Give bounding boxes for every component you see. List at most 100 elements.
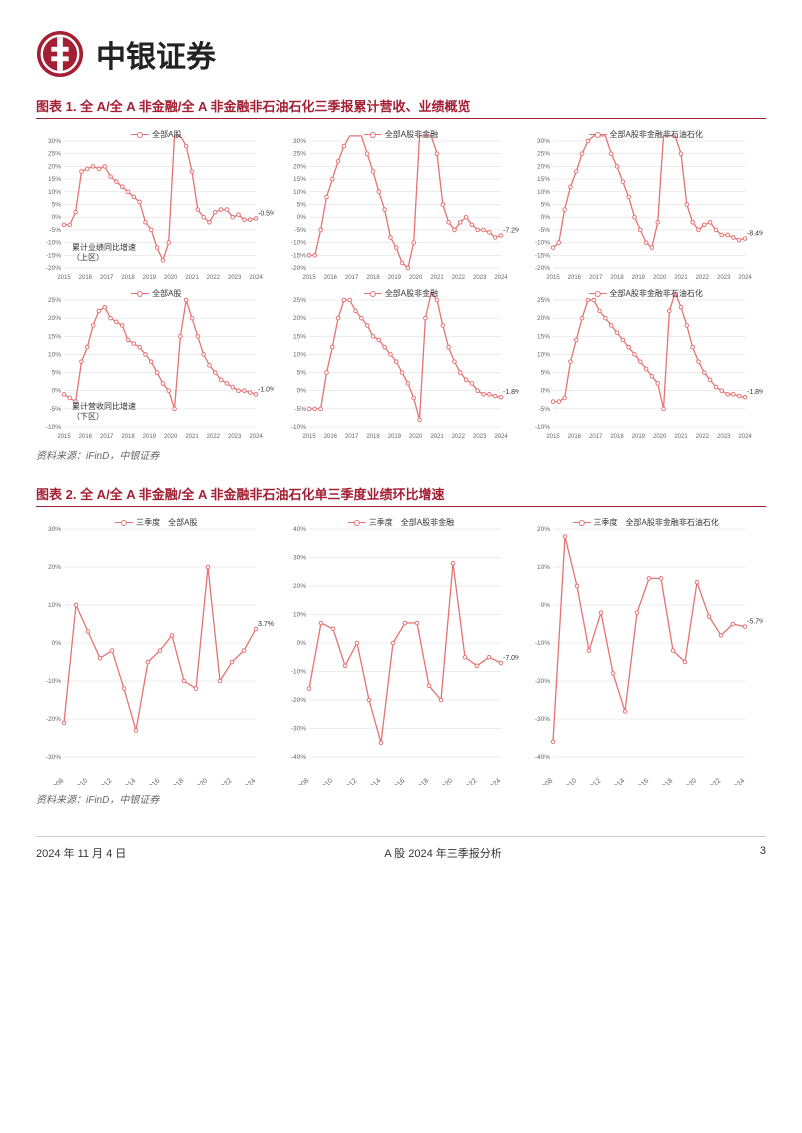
svg-text:2024: 2024 [739, 275, 753, 281]
svg-text:0%: 0% [296, 214, 306, 221]
svg-text:15%: 15% [537, 333, 550, 340]
svg-text:5%: 5% [296, 370, 306, 377]
chart-legend: 全部A股 [131, 288, 181, 299]
svg-text:20%: 20% [48, 163, 61, 170]
svg-text:2018: 2018 [659, 777, 675, 785]
svg-text:2018: 2018 [611, 434, 625, 440]
svg-text:5%: 5% [52, 370, 62, 377]
svg-text:-1.8%: -1.8% [747, 389, 763, 396]
svg-text:2016: 2016 [79, 434, 93, 440]
svg-text:2014: 2014 [366, 777, 382, 785]
svg-text:20%: 20% [48, 564, 61, 571]
svg-text:10%: 10% [48, 602, 61, 609]
svg-text:-1.0%: -1.0% [258, 386, 274, 393]
chart2-1: 三季度 全部A股非金融-40%-30%-20%-10%0%10%20%30%40… [281, 515, 522, 785]
svg-text:-20%: -20% [535, 678, 550, 685]
svg-text:0%: 0% [52, 640, 62, 647]
svg-text:2020: 2020 [653, 275, 667, 281]
svg-text:20%: 20% [48, 315, 61, 322]
svg-text:30%: 30% [293, 138, 306, 145]
chart2-2: 三季度 全部A股非金融非石油石化-40%-30%-20%-10%0%10%20%… [525, 515, 766, 785]
svg-text:2019: 2019 [632, 275, 646, 281]
svg-text:-15%: -15% [535, 252, 550, 259]
chart2-0: 三季度 全部A股-30%-20%-10%0%10%20%30%200820102… [36, 515, 277, 785]
svg-text:2016: 2016 [568, 275, 582, 281]
svg-text:2016: 2016 [79, 275, 93, 281]
svg-text:2024: 2024 [249, 275, 263, 281]
svg-text:5%: 5% [52, 202, 62, 209]
svg-text:0%: 0% [296, 640, 306, 647]
svg-text:2012: 2012 [97, 777, 113, 785]
svg-text:10%: 10% [293, 351, 306, 358]
svg-text:2020: 2020 [193, 777, 209, 785]
svg-text:0%: 0% [52, 214, 62, 221]
svg-text:2018: 2018 [169, 777, 185, 785]
svg-text:2015: 2015 [57, 275, 71, 281]
chart-legend: 三季度 全部A股 [115, 517, 197, 528]
chart-legend: 全部A股 [131, 129, 181, 140]
svg-text:25%: 25% [293, 297, 306, 304]
svg-text:2022: 2022 [462, 777, 478, 785]
svg-text:15%: 15% [293, 176, 306, 183]
svg-text:-7.0%: -7.0% [503, 655, 519, 662]
svg-text:15%: 15% [537, 176, 550, 183]
footer-date: 2024 年 11 月 4 日 [36, 845, 126, 861]
svg-text:2023: 2023 [473, 275, 487, 281]
svg-text:20%: 20% [537, 526, 550, 533]
svg-text:25%: 25% [48, 151, 61, 158]
svg-text:2015: 2015 [302, 275, 316, 281]
boc-logo-icon [36, 30, 84, 78]
svg-text:-5%: -5% [539, 406, 551, 413]
svg-text:2024: 2024 [731, 777, 747, 785]
section1-title: 图表 1. 全 A/全 A 非金融/全 A 非金融非石油石化三季报累计营收、业绩… [36, 96, 766, 119]
svg-text:-10%: -10% [46, 424, 61, 431]
svg-text:2021: 2021 [675, 434, 689, 440]
svg-text:累计营收同比增速: 累计营收同比增速 [72, 401, 136, 411]
brand-name: 中银证券 [96, 32, 216, 76]
svg-text:-10%: -10% [46, 678, 61, 685]
svg-text:2012: 2012 [587, 777, 603, 785]
svg-text:2021: 2021 [430, 275, 444, 281]
svg-text:-20%: -20% [290, 265, 305, 272]
svg-text:-10%: -10% [290, 424, 305, 431]
svg-text:2015: 2015 [57, 434, 71, 440]
svg-text:2021: 2021 [675, 275, 689, 281]
svg-text:20%: 20% [537, 163, 550, 170]
svg-text:2024: 2024 [739, 434, 753, 440]
svg-text:2018: 2018 [366, 275, 380, 281]
footer-title: A 股 2024 年三季报分析 [384, 845, 501, 861]
svg-text:30%: 30% [48, 138, 61, 145]
chart1-1: 全部A股非金融-20%-15%-10%-5%0%5%10%15%20%25%30… [281, 127, 522, 282]
svg-text:-5%: -5% [49, 406, 61, 413]
svg-text:2023: 2023 [473, 434, 487, 440]
svg-text:2016: 2016 [568, 434, 582, 440]
svg-text:-7.2%: -7.2% [503, 227, 519, 234]
svg-text:累计业绩同比增速: 累计业绩同比增速 [72, 242, 136, 252]
svg-text:2024: 2024 [249, 434, 263, 440]
svg-text:（上区）: （上区） [72, 253, 104, 262]
svg-text:2016: 2016 [323, 434, 337, 440]
svg-text:2020: 2020 [164, 434, 178, 440]
svg-text:2010: 2010 [73, 777, 89, 785]
svg-text:20%: 20% [293, 163, 306, 170]
svg-text:2017: 2017 [345, 434, 359, 440]
svg-text:2016: 2016 [145, 777, 161, 785]
svg-text:2015: 2015 [547, 434, 561, 440]
section2-title: 图表 2. 全 A/全 A 非金融/全 A 非金融非石油石化单三季度业绩环比增速 [36, 484, 766, 507]
chart-legend: 三季度 全部A股非金融非石油石化 [572, 517, 718, 528]
svg-text:-10%: -10% [535, 424, 550, 431]
svg-text:2019: 2019 [143, 434, 157, 440]
chart1-5: 全部A股非金融非石油石化-10%-5%0%5%10%15%20%25%20152… [525, 286, 766, 441]
svg-text:-20%: -20% [46, 716, 61, 723]
svg-text:10%: 10% [48, 351, 61, 358]
svg-text:-10%: -10% [290, 240, 305, 247]
chart-legend: 全部A股非金融 [364, 129, 438, 140]
svg-text:2019: 2019 [387, 434, 401, 440]
svg-text:25%: 25% [537, 151, 550, 158]
svg-text:2022: 2022 [207, 275, 221, 281]
svg-text:0%: 0% [541, 214, 551, 221]
svg-text:2023: 2023 [228, 434, 242, 440]
svg-text:2019: 2019 [143, 275, 157, 281]
svg-text:-5%: -5% [49, 227, 61, 234]
svg-text:10%: 10% [537, 351, 550, 358]
